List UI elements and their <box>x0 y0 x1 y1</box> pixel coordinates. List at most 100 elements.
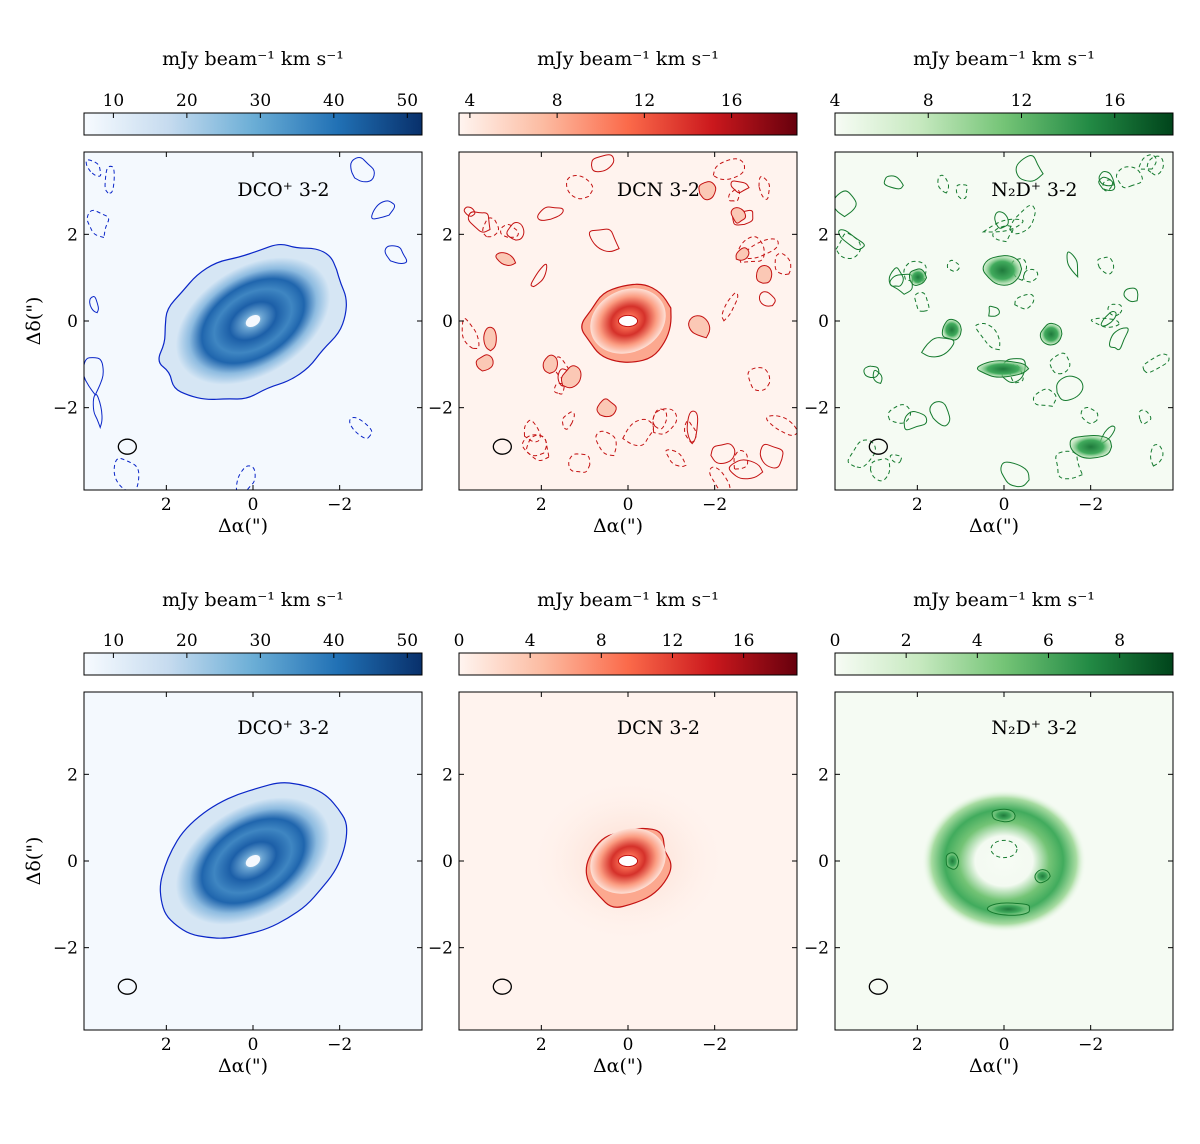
negative-contour <box>86 209 110 239</box>
emission-clump <box>1069 434 1113 459</box>
y-tick-label: −2 <box>53 939 78 959</box>
panel-r0-c2: mJy beam⁻¹ km s⁻¹ 4 8 12 16 N₂D⁺ 3-2 2 0 −2 2 0 −2 Δ… <box>804 48 1174 537</box>
positive-contour <box>384 245 408 264</box>
positive-clump <box>475 354 494 372</box>
map-image <box>492 774 732 995</box>
x-tick-label: 2 <box>536 495 547 515</box>
positive-contour <box>467 211 491 233</box>
colorbar <box>458 112 798 136</box>
negative-contour <box>1146 155 1164 176</box>
y-tick-label: 0 <box>818 852 829 872</box>
negative-contour <box>500 223 519 238</box>
colorbar-tick-label: 4 <box>464 91 475 111</box>
colorbar-unit-label: mJy beam⁻¹ km s⁻¹ <box>913 48 1095 70</box>
panel-r0-c1: mJy beam⁻¹ km s⁻¹ 4 8 12 16 DCN 3-2 2 0 −2 2 0 −2 Δα… <box>428 48 798 537</box>
negative-contour <box>946 259 960 272</box>
positive-contour <box>759 443 784 469</box>
negative-contour <box>561 411 575 430</box>
panel-label: DCO⁺ 3-2 <box>237 179 329 201</box>
negative-contour <box>1009 363 1024 384</box>
colorbar <box>458 652 798 676</box>
panel-r1-c2: mJy beam⁻¹ km s⁻¹ 0 2 4 6 8 N₂D⁺ 3-2 2 0 −2 2 0 −2 Δα… <box>804 589 1174 1077</box>
x-tick-label: −2 <box>327 495 352 515</box>
colorbar-tick-label: 8 <box>923 91 934 111</box>
beam-ellipse <box>117 978 137 995</box>
y-axis-label: Δδ(") <box>23 837 45 886</box>
colorbar-tick-label: 50 <box>396 631 418 651</box>
negative-contour <box>869 458 891 482</box>
map-image <box>84 157 408 490</box>
x-axis-label: Δα(") <box>593 1055 643 1077</box>
x-tick-label: 0 <box>248 1035 259 1055</box>
colorbar-unit-label: mJy beam⁻¹ km s⁻¹ <box>537 589 719 611</box>
colorbar-tick-label: 0 <box>830 631 841 651</box>
x-tick-label: 0 <box>999 495 1010 515</box>
positive-contour <box>1066 251 1079 279</box>
colorbar <box>834 112 1174 136</box>
positive-contour <box>728 459 764 480</box>
ring-central-hole <box>617 314 639 328</box>
positive-clump <box>495 252 517 266</box>
positive-clump <box>542 354 558 374</box>
positive-contour <box>835 190 857 218</box>
negative-contour <box>568 453 591 473</box>
positive-contour <box>350 157 375 183</box>
y-tick-label: 2 <box>818 225 829 245</box>
y-tick-label: 0 <box>442 852 453 872</box>
positive-contour <box>888 267 904 287</box>
x-axis-label: Δα(") <box>593 515 643 537</box>
negative-contour <box>1138 409 1152 425</box>
positive-contour <box>758 291 776 307</box>
x-tick-label: 0 <box>623 495 634 515</box>
positive-contour <box>1000 461 1030 488</box>
map-image <box>868 789 1087 995</box>
y-tick-label: −2 <box>804 399 829 419</box>
colorbar-unit-label: mJy beam⁻¹ km s⁻¹ <box>913 589 1095 611</box>
colorbar-tick-label: 16 <box>733 631 755 651</box>
x-tick-label: 0 <box>999 1035 1010 1055</box>
x-tick-label: 2 <box>161 495 172 515</box>
map-image <box>461 154 797 490</box>
emission-clump <box>986 902 1030 916</box>
x-tick-label: −2 <box>702 1035 727 1055</box>
negative-contour <box>665 449 687 468</box>
colorbar-unit-label: mJy beam⁻¹ km s⁻¹ <box>162 589 344 611</box>
colorbar-unit-label: mJy beam⁻¹ km s⁻¹ <box>537 48 719 70</box>
positive-contour <box>590 154 615 173</box>
colorbar-tick-label: 8 <box>596 631 607 651</box>
colorbar <box>83 652 423 676</box>
x-tick-label: −2 <box>1078 1035 1103 1055</box>
y-tick-label: 0 <box>67 852 78 872</box>
negative-contour <box>523 419 541 443</box>
beam-ellipse <box>492 978 512 995</box>
emission-clump <box>976 360 1030 378</box>
negative-contour <box>1142 353 1170 374</box>
y-tick-label: −2 <box>428 939 453 959</box>
beam-ellipse <box>117 438 137 455</box>
map-image <box>835 154 1170 488</box>
negative-contour <box>349 417 373 439</box>
positive-clump <box>755 265 773 284</box>
beam-ellipse <box>868 438 888 455</box>
panel-r1-c1: mJy beam⁻¹ km s⁻¹ 0 4 8 12 16 DCN 3-2 2 0 −2 2 0 −2 Δ… <box>428 589 798 1077</box>
negative-contour <box>1115 166 1143 189</box>
colorbar <box>83 112 423 136</box>
colorbar-tick-label: 30 <box>250 91 272 111</box>
positive-clump <box>596 398 617 418</box>
colorbar-tick-label: 4 <box>830 91 841 111</box>
y-tick-label: 2 <box>67 765 78 785</box>
positive-contour <box>1098 176 1116 192</box>
colorbar-tick-label: 16 <box>1104 91 1126 111</box>
colorbar-tick-label: 8 <box>552 91 563 111</box>
colorbar-tick-label: 12 <box>662 631 684 651</box>
x-tick-label: 2 <box>161 1035 172 1055</box>
negative-contour <box>1102 179 1114 192</box>
colorbar-unit-label: mJy beam⁻¹ km s⁻¹ <box>162 48 344 70</box>
colorbar-tick-label: 12 <box>634 91 656 111</box>
negative-contour <box>113 457 140 490</box>
emission-clump <box>1039 322 1063 346</box>
negative-contour <box>595 430 617 457</box>
colorbar-tick-label: 0 <box>454 631 465 651</box>
colorbar-tick-label: 40 <box>323 631 345 651</box>
y-tick-label: −2 <box>53 399 78 419</box>
